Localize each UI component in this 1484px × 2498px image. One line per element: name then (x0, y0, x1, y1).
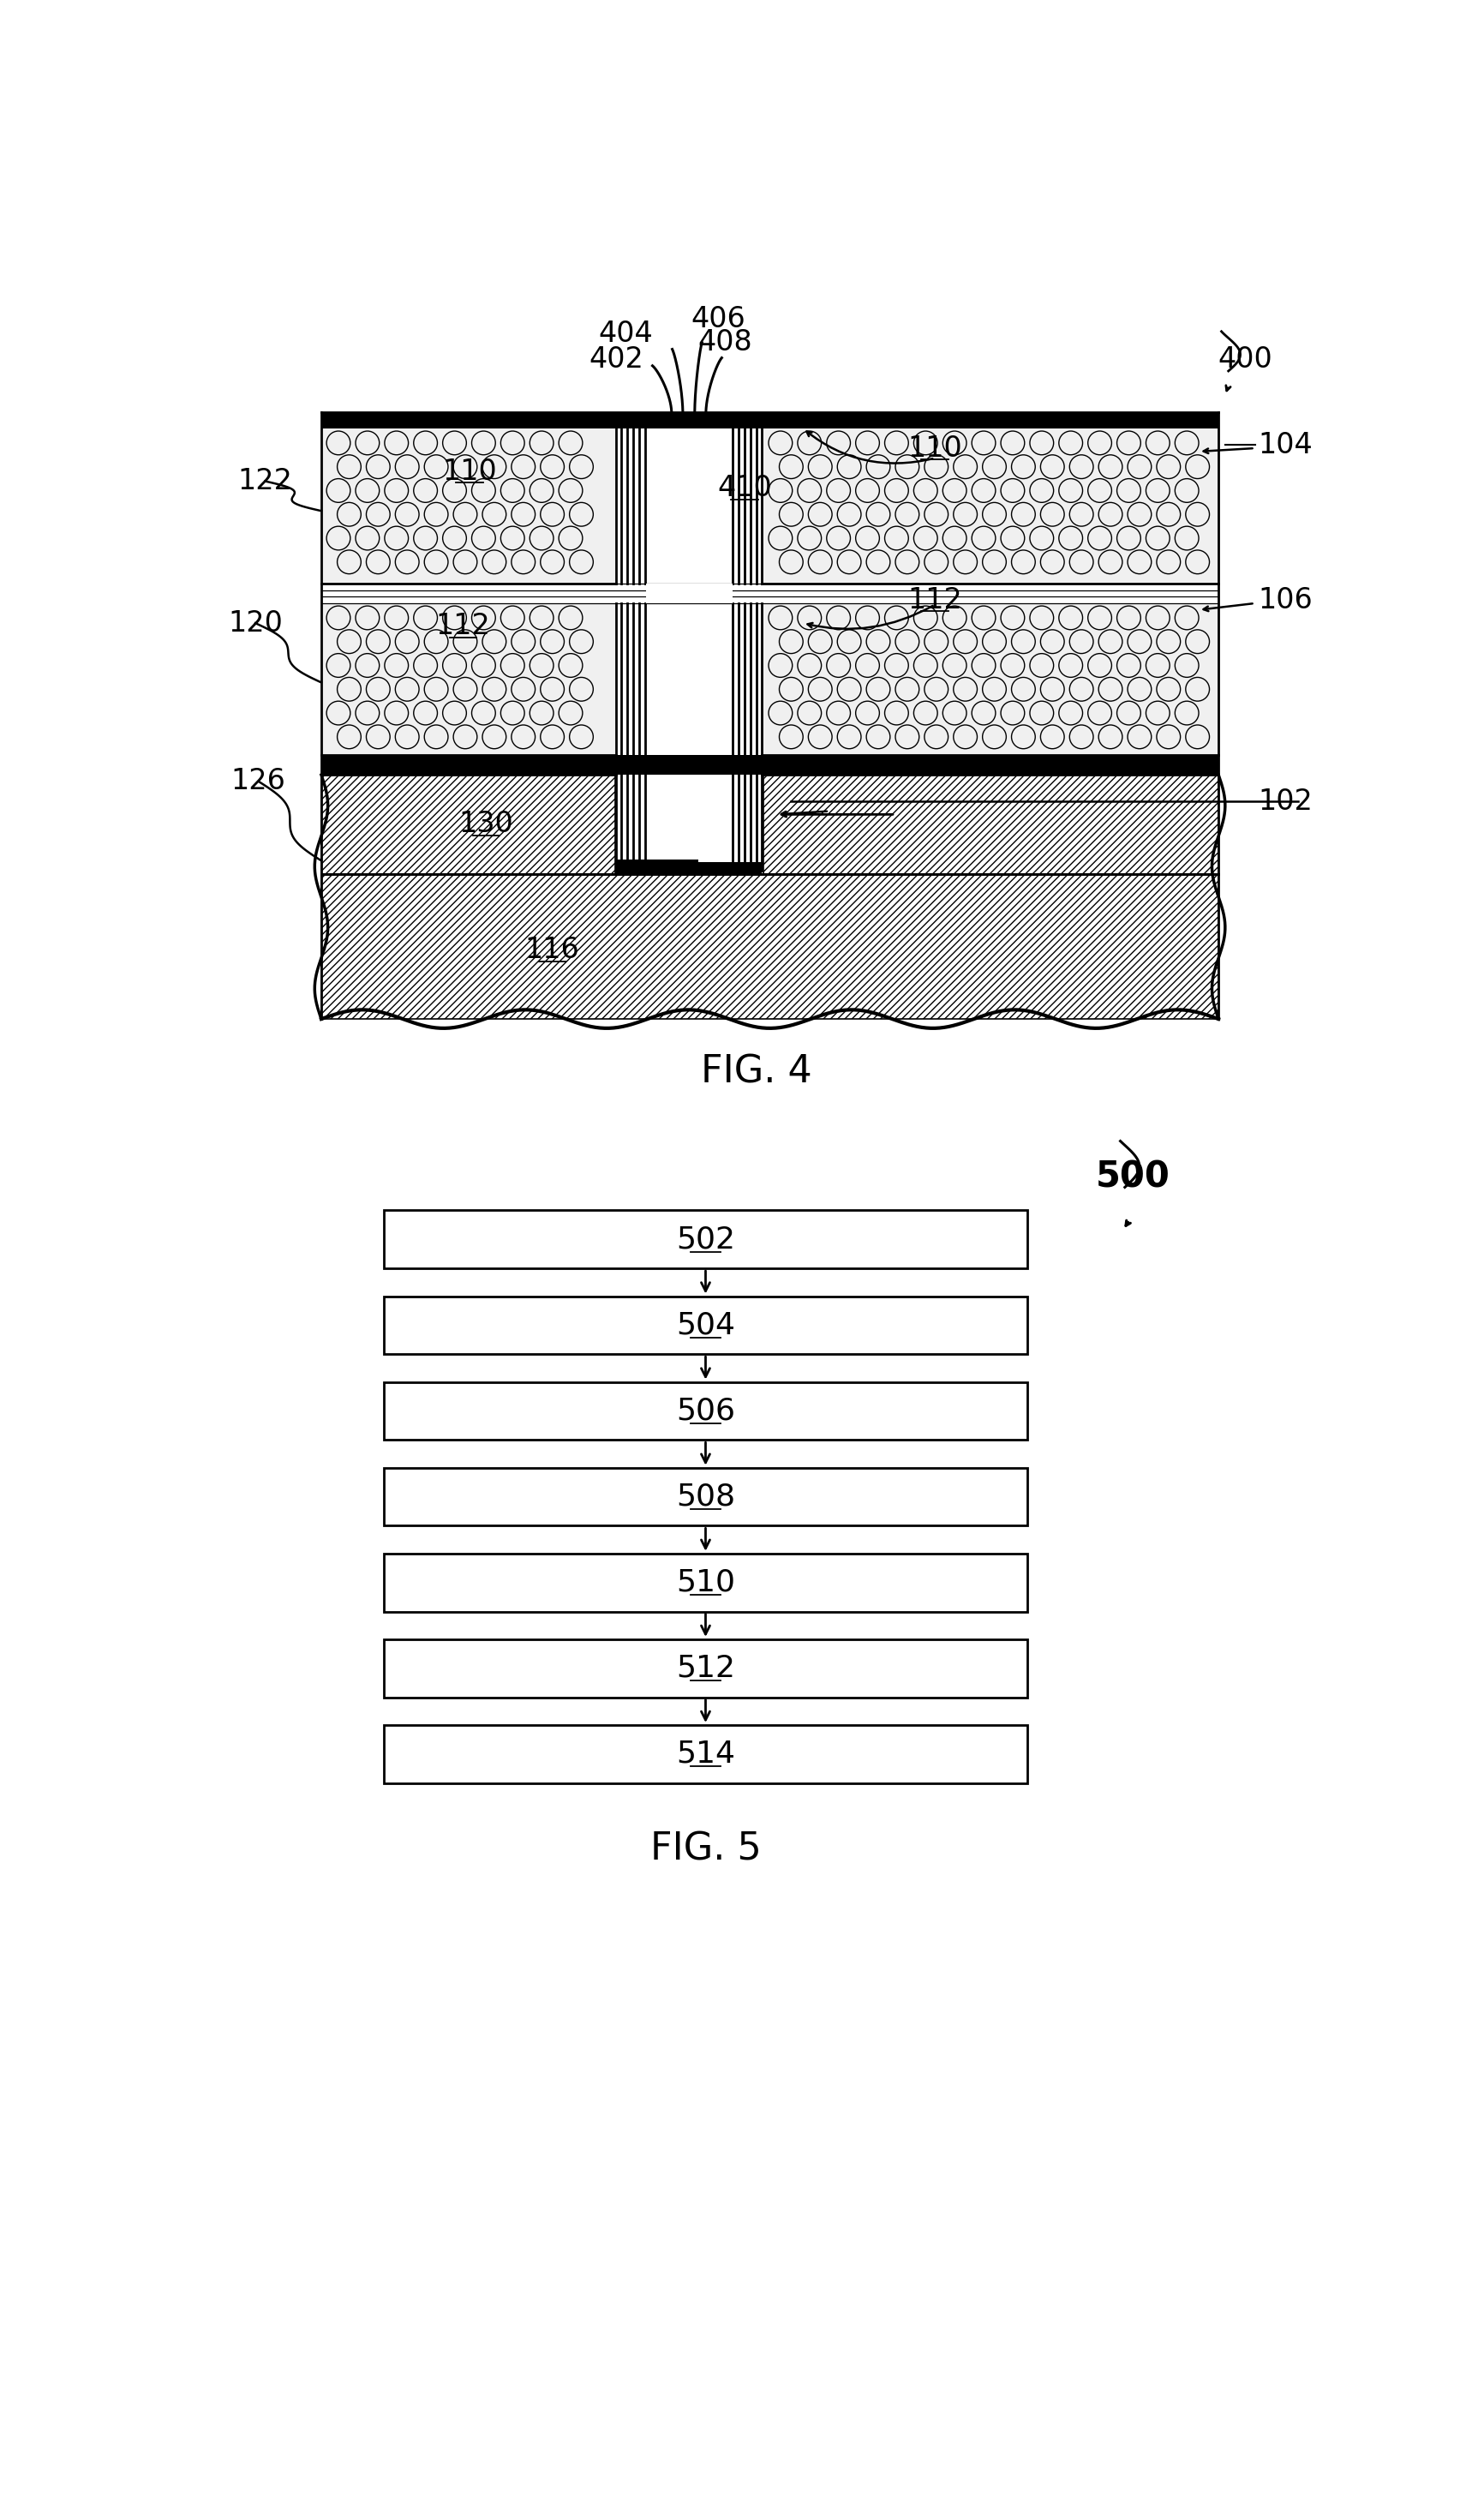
Text: 130: 130 (459, 809, 513, 839)
Text: 410: 410 (717, 475, 772, 502)
Bar (616, 862, 761, 874)
Text: 510: 510 (675, 1569, 735, 1596)
Text: FIG. 5: FIG. 5 (650, 1831, 761, 1869)
Text: 116: 116 (524, 937, 579, 964)
Bar (616, 859, 697, 874)
Bar (763, 774, 1218, 874)
Bar (321, 874, 1218, 1019)
Bar (321, 774, 614, 874)
Text: 502: 502 (675, 1224, 735, 1254)
Text: 404: 404 (598, 320, 653, 347)
Bar (384, 1469, 1027, 1526)
Bar (384, 1212, 1027, 1269)
Bar (646, 430, 732, 585)
Text: 406: 406 (690, 305, 745, 335)
Bar (646, 774, 732, 874)
Bar (321, 754, 1218, 774)
Text: 504: 504 (675, 1311, 735, 1339)
Bar (321, 605, 614, 754)
Text: 110: 110 (907, 435, 962, 462)
Bar (384, 1726, 1027, 1784)
Text: 402: 402 (589, 345, 643, 372)
Bar (321, 412, 1218, 430)
Text: 106: 106 (1257, 587, 1312, 615)
Text: 112: 112 (435, 612, 490, 639)
Bar (384, 1296, 1027, 1354)
Bar (384, 1554, 1027, 1611)
Text: 400: 400 (1217, 345, 1272, 372)
Text: 104: 104 (1257, 430, 1312, 460)
Bar (384, 1381, 1027, 1439)
Text: 500: 500 (1095, 1159, 1169, 1197)
Text: 126: 126 (232, 767, 286, 794)
Bar (321, 585, 1218, 605)
Bar (646, 605, 732, 754)
Text: 512: 512 (675, 1654, 735, 1684)
Bar (384, 1639, 1027, 1696)
Text: 110: 110 (442, 457, 497, 485)
Text: FIG. 4: FIG. 4 (700, 1054, 812, 1089)
Text: 102: 102 (1257, 787, 1312, 814)
Text: 506: 506 (675, 1396, 735, 1426)
Bar (646, 585, 732, 605)
Text: 112: 112 (907, 587, 962, 615)
Text: 122: 122 (237, 467, 292, 495)
Bar (321, 430, 614, 585)
Text: 408: 408 (697, 330, 752, 357)
Text: 508: 508 (675, 1481, 735, 1511)
Bar (763, 605, 1218, 754)
Text: 120: 120 (229, 610, 282, 637)
Bar (321, 412, 1218, 1019)
Text: 514: 514 (675, 1739, 735, 1769)
Bar (763, 430, 1218, 585)
